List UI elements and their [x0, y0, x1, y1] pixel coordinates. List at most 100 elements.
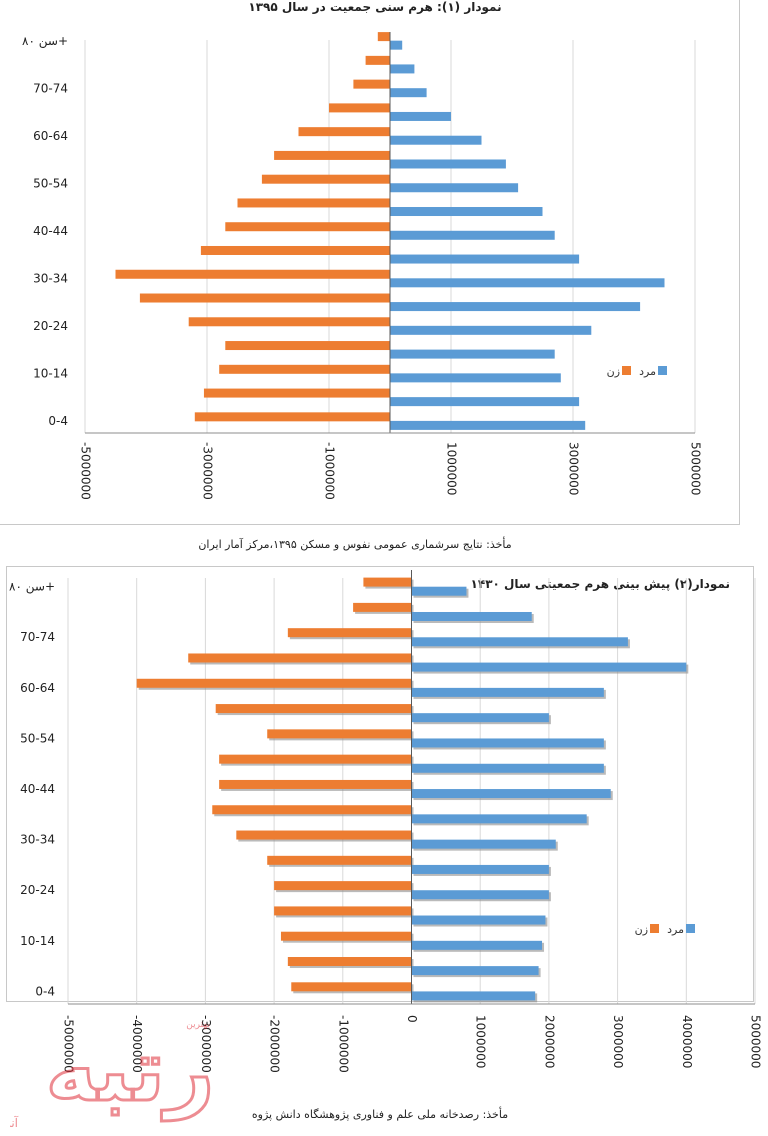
legend-female-swatch — [650, 924, 659, 933]
male-bar-4 — [411, 890, 549, 900]
chart1-title: نمودار (۱): هرم سنی جمعیت در سال ۱۳۹۵ — [248, 0, 502, 14]
male-bar-16 — [390, 40, 403, 50]
female-bar-2 — [280, 931, 412, 941]
female-bar-7 — [200, 245, 390, 255]
female-bar-3 — [225, 341, 390, 351]
female-bar-13 — [329, 103, 390, 113]
watermark-small-text-top: بهترین — [186, 1020, 210, 1030]
male-bar-10 — [411, 738, 604, 748]
x-tick-label: -2000000 — [268, 1015, 282, 1073]
x-tick-label: 3000000 — [611, 1015, 625, 1068]
male-bar-8 — [411, 789, 611, 799]
male-bar-2 — [411, 940, 543, 950]
male-bar-9 — [390, 207, 543, 217]
male-bar-0 — [411, 991, 536, 1001]
legend-male-label: مرد — [639, 365, 656, 378]
male-bar-13 — [390, 111, 451, 121]
y-tick-label: 60-64 — [33, 129, 68, 143]
female-bar-12 — [136, 678, 412, 688]
chart1-source: مأخذ: نتایج سرشماری عمومی نفوس و مسکن ۱۳… — [198, 538, 512, 551]
x-tick-label: 4000000 — [680, 1015, 694, 1068]
legend-female-swatch — [622, 366, 631, 375]
male-bar-6 — [411, 839, 556, 849]
male-bar-5 — [411, 864, 549, 874]
male-bar-7 — [411, 814, 587, 824]
female-bar-15 — [353, 602, 412, 612]
watermark-small-text-left: آنلاین — [10, 1115, 19, 1131]
female-bar-6 — [236, 830, 412, 840]
male-bar-10 — [390, 183, 519, 193]
female-bar-11 — [215, 704, 412, 714]
male-bar-7 — [390, 254, 580, 264]
male-bar-1 — [390, 397, 580, 407]
x-tick-label: -1000000 — [323, 442, 337, 500]
male-bar-16 — [411, 586, 467, 596]
y-tick-label: 20-24 — [33, 319, 68, 333]
male-bar-11 — [390, 159, 506, 169]
y-tick-label: 70-74 — [20, 630, 55, 644]
female-bar-0 — [291, 982, 412, 992]
female-bar-2 — [219, 364, 390, 374]
male-bar-3 — [411, 915, 546, 925]
legend-male-swatch — [658, 366, 667, 375]
x-tick-label: -1000000 — [336, 1015, 350, 1073]
x-tick-label: -3000000 — [201, 442, 215, 500]
male-bar-14 — [411, 637, 628, 647]
watermark-main-text: رتبه — [45, 1021, 214, 1121]
female-bar-5 — [139, 293, 390, 303]
female-bar-11 — [274, 150, 390, 160]
x-tick-label: 5000000 — [749, 1015, 763, 1068]
chart2-title: نمودار(۲) پیش بینی هرم جمعیتی سال ۱۴۳۰ — [470, 577, 730, 591]
male-bar-11 — [411, 713, 549, 723]
female-bar-13 — [188, 653, 412, 663]
y-tick-label: 30-34 — [20, 833, 55, 847]
x-tick-label: -4000000 — [130, 1015, 144, 1073]
male-bar-6 — [390, 278, 665, 288]
male-bar-3 — [390, 349, 555, 359]
female-bar-4 — [274, 881, 412, 891]
x-tick-label: -5000000 — [62, 1015, 76, 1073]
female-bar-16 — [363, 577, 412, 587]
female-bar-15 — [365, 55, 390, 65]
y-tick-label: 50-54 — [20, 731, 55, 745]
male-bar-2 — [390, 373, 561, 383]
male-bar-12 — [411, 687, 604, 697]
x-tick-label: 3000000 — [567, 442, 581, 495]
male-bar-14 — [390, 88, 427, 98]
y-tick-label: 60-64 — [20, 681, 55, 695]
y-tick-label: 40-44 — [20, 782, 55, 796]
legend-male-swatch — [686, 924, 695, 933]
y-tick-label: 10-14 — [33, 367, 68, 381]
male-bar-8 — [390, 230, 555, 240]
female-bar-8 — [225, 222, 390, 232]
female-bar-10 — [267, 729, 412, 739]
female-bar-0 — [194, 412, 390, 422]
y-tick-label: 10-14 — [20, 934, 55, 948]
chart1-frame — [0, 0, 740, 525]
male-bar-4 — [390, 325, 592, 335]
legend-female-label: زن — [635, 923, 648, 936]
female-bar-14 — [287, 628, 412, 638]
x-tick-label: 5000000 — [689, 442, 703, 495]
y-tick-label: 0-4 — [48, 414, 68, 428]
female-bar-3 — [274, 906, 412, 916]
female-bar-9 — [219, 754, 412, 764]
x-tick-label: 1000000 — [474, 1015, 488, 1068]
y-tick-label: 70-74 — [33, 81, 68, 95]
y-tick-label: 20-24 — [20, 883, 55, 897]
female-bar-6 — [115, 269, 390, 279]
male-bar-5 — [390, 302, 641, 312]
watermark-logo: رتبه آنلاین بهترین — [10, 1020, 216, 1132]
x-tick-label: 2000000 — [542, 1015, 556, 1068]
female-bar-1 — [203, 388, 390, 398]
x-tick-label: 0 — [405, 1015, 419, 1023]
female-bar-4 — [188, 317, 390, 327]
male-bar-0 — [390, 420, 586, 430]
chart2-frame — [6, 566, 754, 1002]
female-bar-16 — [377, 32, 390, 42]
chart2-source: مأخذ: رصدخانه ملی علم و فناوری پژوهشگاه … — [251, 1108, 509, 1121]
male-bar-15 — [411, 611, 532, 621]
female-bar-7 — [212, 805, 412, 815]
x-tick-label: -5000000 — [79, 442, 93, 500]
